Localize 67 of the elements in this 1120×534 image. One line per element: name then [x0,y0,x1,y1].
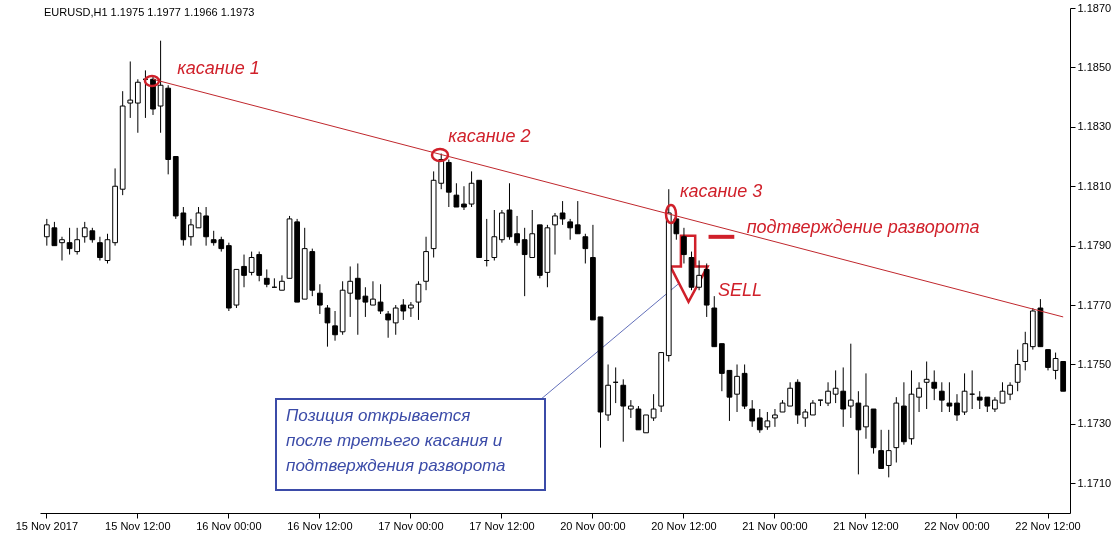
candlestick [825,381,831,407]
x-tick-label: 22 Nov 00:00 [924,519,990,532]
candlestick [552,212,558,256]
x-tick-label: 21 Nov 00:00 [742,519,808,532]
y-tick-label: 1.1710 [1077,476,1112,489]
candlestick [408,301,414,318]
candlestick [863,372,869,440]
candlestick [491,209,498,261]
candlestick [1014,349,1021,392]
candlestick [241,254,247,288]
x-tick-label: 20 Nov 00:00 [560,519,626,532]
x-tick-label: 15 Nov 12:00 [105,519,171,532]
y-tick-label: 1.1730 [1077,417,1112,430]
y-tick-label: 1.1830 [1077,120,1112,133]
candlestick [415,280,422,321]
candlestick [916,381,922,413]
x-tick-label: 15 Nov 2017 [15,519,79,532]
annotation: подтверждение разворота [746,216,980,237]
annotation: касание 1 [177,58,260,79]
candlestick [650,393,657,422]
candlestick [878,429,885,469]
y-tick-label: 1.1770 [1077,298,1112,311]
candlestick [559,200,566,226]
annotation: касание 3 [679,181,763,202]
x-tick-label: 17 Nov 12:00 [469,519,535,532]
candlestick [772,408,778,428]
candlestick [317,283,323,315]
candlestick [370,280,376,306]
candlestick [377,283,384,315]
candlestick [461,185,467,211]
candlestick [574,200,581,235]
candlestick [620,378,627,443]
y-tick-label: 1.1870 [1077,1,1112,14]
chart-title: EURUSD,H1 1.1975 1.1977 1.1966 1.1973 [44,6,255,18]
annotation: касание 2 [448,126,531,147]
y-tick-label: 1.1790 [1077,239,1112,252]
candlestick [734,363,740,413]
y-tick-label: 1.1810 [1077,179,1112,192]
candlestick [946,381,953,413]
candlestick [59,236,65,261]
candlestick [938,381,945,413]
candlestick [1045,349,1051,371]
x-tick-label: 16 Nov 12:00 [287,519,353,532]
candlestick [324,304,331,348]
candlestick [681,227,687,264]
candlestick [961,372,968,416]
candlestick [954,393,960,422]
annotation: Позиция открывается после третьего касания и подтверждения разворота [286,404,506,477]
x-tick-label: 16 Nov 00:00 [196,519,262,532]
candlestick [1022,331,1029,371]
x-tick-label: 17 Nov 00:00 [378,519,444,532]
candlestick [385,310,391,339]
y-tick-label: 1.1850 [1077,60,1112,73]
x-tick-label: 22 Nov 12:00 [1015,519,1081,532]
candlestick [134,78,141,134]
candlestick [885,429,892,478]
candlestick [567,218,574,241]
annotation: SELL [718,280,763,301]
x-tick-label: 20 Nov 12:00 [651,519,717,532]
x-tick-label: 21 Nov 12:00 [833,519,899,532]
candlestick [749,399,756,428]
candlestick [188,218,194,247]
candlestick [127,60,134,119]
y-tick-label: 1.1750 [1077,357,1112,370]
candlestick [332,310,338,342]
candlestick [582,233,589,264]
candlestick [453,182,460,208]
